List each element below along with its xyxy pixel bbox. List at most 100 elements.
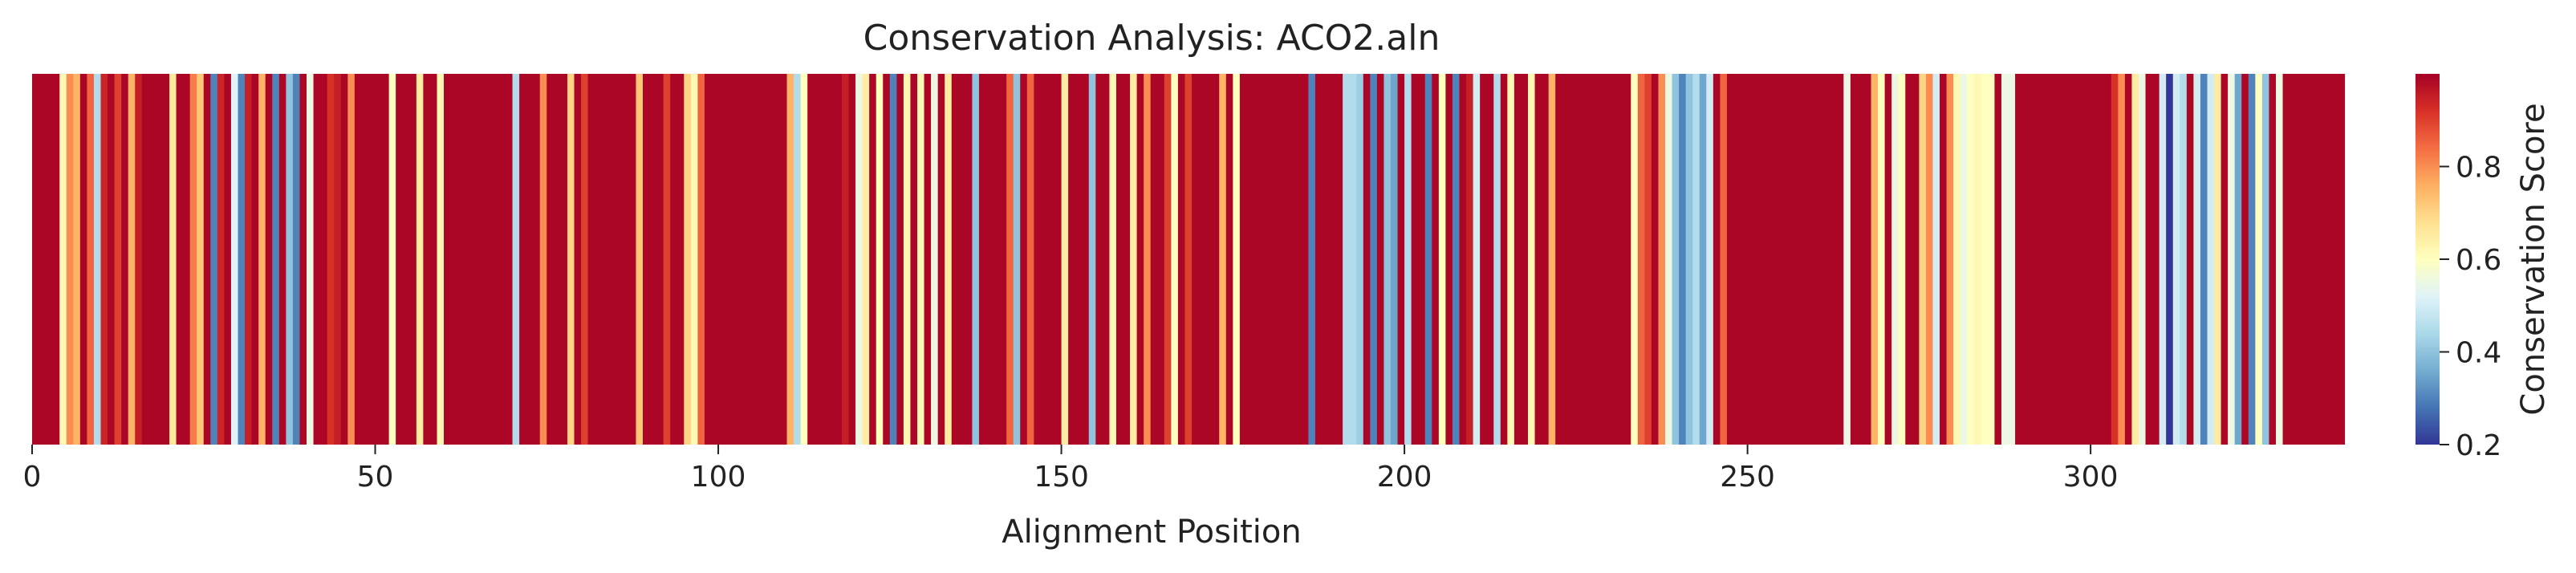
heatmap-cell [1424, 74, 1432, 445]
heatmap-cell [1575, 74, 1583, 445]
heatmap-cell [1836, 74, 1844, 445]
heatmap-cell [1973, 74, 1981, 445]
colorbar [2416, 74, 2440, 445]
heatmap-cell [1589, 74, 1598, 445]
heatmap-cell [1150, 74, 1158, 445]
heatmap-cell [780, 74, 788, 445]
heatmap-cell [1774, 74, 1782, 445]
heatmap-cell [1356, 74, 1364, 445]
heatmap-cell [1898, 74, 1906, 445]
heatmap-cell [2290, 74, 2298, 445]
heatmap-cell [677, 74, 685, 445]
heatmap-cell [1932, 74, 1940, 445]
colorbar-tick-label: 0.4 [2456, 337, 2501, 370]
heatmap-cell [574, 74, 582, 445]
heatmap-cell [1528, 74, 1536, 445]
heatmap-cell [93, 74, 102, 445]
x-tick-label: 0 [23, 461, 42, 494]
heatmap-cell [429, 74, 438, 445]
heatmap-cell [917, 74, 925, 445]
heatmap-cell [2310, 74, 2318, 445]
heatmap-cell [2159, 74, 2167, 445]
heatmap-cell [2062, 74, 2071, 445]
heatmap-cell [368, 74, 376, 445]
heatmap-cell [1706, 74, 1714, 445]
heatmap-cell [1658, 74, 1666, 445]
heatmap-cell [1136, 74, 1144, 445]
heatmap-cell [1301, 74, 1309, 445]
heatmap-cell [299, 74, 307, 445]
heatmap-cell [800, 74, 808, 445]
heatmap-cell [1987, 74, 1996, 445]
heatmap-cell [313, 74, 321, 445]
heatmap-cell [1617, 74, 1625, 445]
heatmap-cell [1281, 74, 1289, 445]
heatmap-cell [1569, 74, 1577, 445]
heatmap-cell [1644, 74, 1652, 445]
heatmap-cell [718, 74, 726, 445]
heatmap-cell [978, 74, 987, 445]
heatmap-cell [1322, 74, 1330, 445]
heatmap-cell [1925, 74, 1934, 445]
heatmap-cell [725, 74, 733, 445]
heatmap-cell [1219, 74, 1227, 445]
heatmap-cell [189, 74, 197, 445]
heatmap-cell [2070, 74, 2078, 445]
x-tick-label: 250 [1720, 461, 1775, 494]
heatmap-cell [1672, 74, 1680, 445]
x-axis-label: Alignment Position [1002, 514, 1301, 551]
heatmap-cell [746, 74, 754, 445]
heatmap-cell [862, 74, 870, 445]
heatmap-cell [595, 74, 603, 445]
heatmap-cell [1603, 74, 1611, 445]
heatmap-cell [1020, 74, 1028, 445]
heatmap-cell [396, 74, 404, 445]
heatmap-cell [1383, 74, 1392, 445]
heatmap-cell [444, 74, 452, 445]
colorbar-ticks: 0.2 0.4 0.6 0.8 [2440, 152, 2501, 462]
heatmap-cell [361, 74, 369, 445]
x-tick-label: 50 [357, 461, 394, 494]
heatmap-cell [2097, 74, 2105, 445]
heatmap-cell [1685, 74, 1693, 445]
heatmap-cell [1493, 74, 1501, 445]
heatmap-cell [1397, 74, 1405, 445]
heatmap-cell [114, 74, 122, 445]
heatmap-cell [1068, 74, 1076, 445]
heatmap-cell [1061, 74, 1069, 445]
heatmap-cell [210, 74, 218, 445]
heatmap-cell [1994, 74, 2002, 445]
heatmap-cell [423, 74, 431, 445]
heatmap-cell [155, 74, 164, 445]
heatmap-cell [1679, 74, 1687, 445]
heatmap-cell [1761, 74, 1769, 445]
heatmap-cell [1884, 74, 1892, 445]
heatmap-cell [732, 74, 740, 445]
heatmap-cell [855, 74, 863, 445]
heatmap-cell [1294, 74, 1302, 445]
heatmap-cell [66, 74, 74, 445]
heatmap-cell [2261, 74, 2270, 445]
heatmap-cell [224, 74, 232, 445]
heatmap-cell [2330, 74, 2338, 445]
heatmap-cell [347, 74, 356, 445]
heatmap-cell [1583, 74, 1591, 445]
heatmap-cell [278, 74, 286, 445]
heatmap-cell [457, 74, 465, 445]
heatmap-cell [169, 74, 177, 445]
heatmap-cell [1239, 74, 1248, 445]
colorbar-label: Conservation Score [2515, 103, 2552, 415]
heatmap-cell [1040, 74, 1049, 445]
heatmap-cell [2248, 74, 2256, 445]
heatmap-cell [1438, 74, 1446, 445]
heatmap-cell [176, 74, 184, 445]
heatmap-cell [2131, 74, 2139, 445]
heatmap-cell [704, 74, 713, 445]
heatmap-cell [526, 74, 534, 445]
heatmap-cell [1830, 74, 1838, 445]
heatmap-cell [1376, 74, 1385, 445]
heatmap-cell [2077, 74, 2085, 445]
heatmap-cell [553, 74, 561, 445]
heatmap-cell [2214, 74, 2222, 445]
